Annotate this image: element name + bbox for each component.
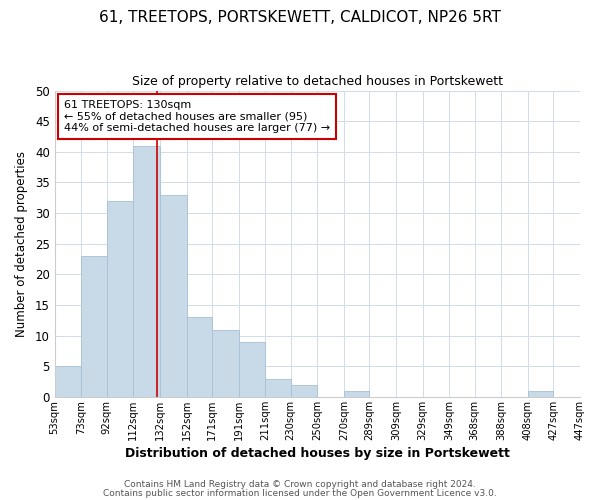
Y-axis label: Number of detached properties: Number of detached properties (15, 150, 28, 336)
Bar (239, 342, 265, 397)
Bar (133, 146, 160, 397)
Bar (290, 384, 317, 397)
Text: Contains public sector information licensed under the Open Government Licence v3: Contains public sector information licen… (103, 488, 497, 498)
Bar (187, 318, 212, 397)
Bar (55, 366, 82, 397)
Bar (107, 201, 133, 397)
Bar (528, 391, 553, 397)
Bar (265, 378, 290, 397)
Bar (212, 330, 239, 397)
Text: 61, TREETOPS, PORTSKEWETT, CALDICOT, NP26 5RT: 61, TREETOPS, PORTSKEWETT, CALDICOT, NP2… (99, 10, 501, 25)
Title: Size of property relative to detached houses in Portskewett: Size of property relative to detached ho… (132, 75, 503, 88)
Bar (344, 391, 370, 397)
Bar (160, 194, 187, 397)
X-axis label: Distribution of detached houses by size in Portskewett: Distribution of detached houses by size … (125, 447, 510, 460)
Text: Contains HM Land Registry data © Crown copyright and database right 2024.: Contains HM Land Registry data © Crown c… (124, 480, 476, 489)
Bar (82, 256, 107, 397)
Text: 61 TREETOPS: 130sqm
← 55% of detached houses are smaller (95)
44% of semi-detach: 61 TREETOPS: 130sqm ← 55% of detached ho… (64, 100, 330, 133)
